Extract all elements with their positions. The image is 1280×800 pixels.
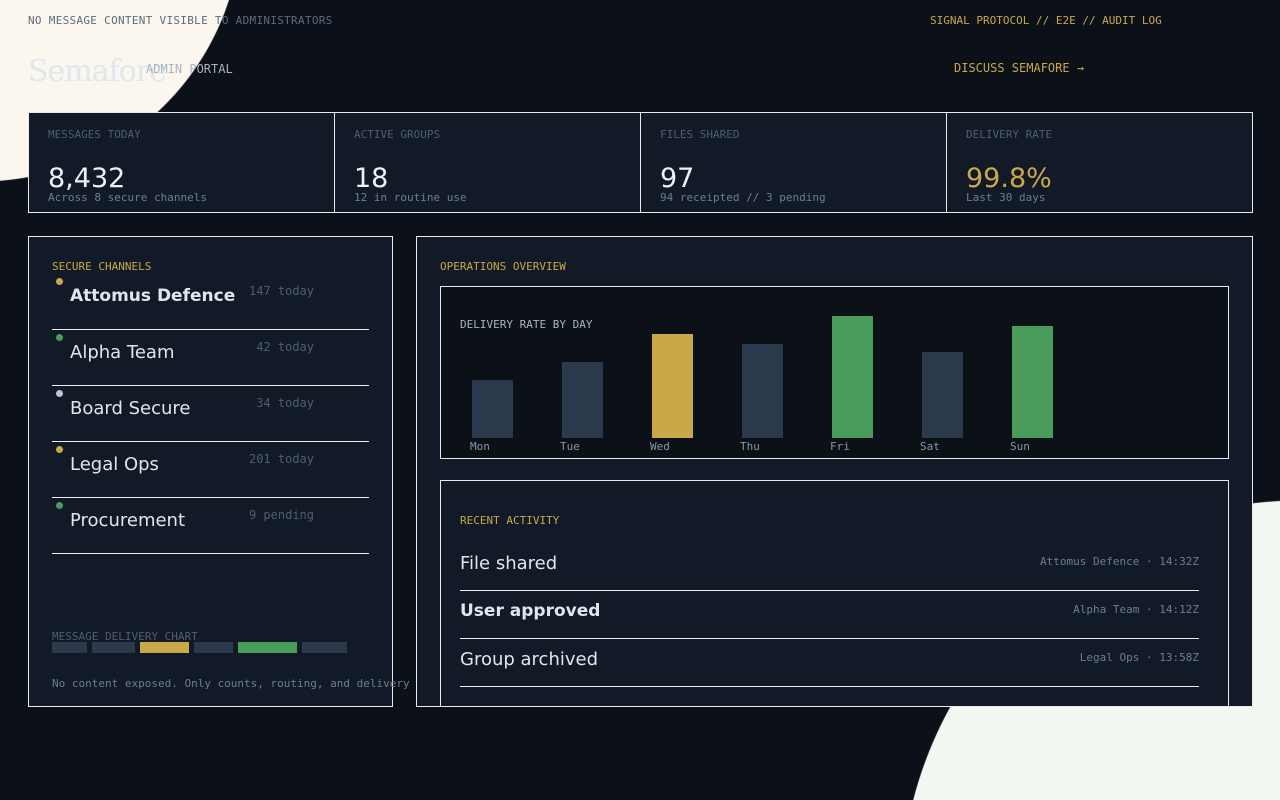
chart-bar-sat (922, 352, 963, 438)
channel-name: Legal Ops (70, 454, 159, 475)
channel-item[interactable]: Procurement 9 pending (52, 498, 369, 554)
stat-value: 18 (354, 163, 389, 194)
mini-chart-label: MESSAGE DELIVERY CHART (52, 630, 198, 643)
status-dot-icon (56, 278, 63, 285)
stat-delivery: DELIVERY RATE 99.8% Last 30 days (947, 113, 1252, 212)
stat-messages: MESSAGES TODAY 8,432 Across 8 secure chann… (29, 113, 335, 212)
chart-x-label: Tue (560, 440, 580, 453)
chart-x-label: Fri (830, 440, 850, 453)
stat-value: 97 (660, 163, 695, 194)
activity-meta: Attomus Defence · 14:32Z (1040, 555, 1199, 568)
stat-sub: 94 receipted // 3 pending (660, 191, 826, 204)
activity-event: User approved (460, 601, 601, 621)
status-dot-icon (56, 446, 63, 453)
channel-count: 147 today (248, 284, 314, 298)
activity-event: Group archived (460, 649, 599, 670)
chart-x-label: Thu (740, 440, 760, 453)
activity-panel (440, 480, 1229, 707)
chart-x-label: Mon (470, 440, 490, 453)
stat-sub: Across 8 secure channels (48, 191, 207, 204)
mini-chart-segment (302, 642, 347, 653)
channels-title: SECURE CHANNELS (52, 260, 152, 273)
status-dot-icon (56, 334, 63, 341)
activity-event: File shared (460, 553, 558, 574)
chart-bar-tue (562, 362, 603, 438)
mini-chart-segment (92, 642, 135, 653)
logo: Semafore (28, 54, 167, 89)
stat-label: DELIVERY RATE (966, 128, 1053, 141)
chart-bar-fri (832, 316, 873, 438)
activity-item[interactable]: User approved Alpha Team · 14:12Z (460, 591, 1199, 639)
mini-chart-segment (194, 642, 233, 653)
channel-count: 42 today (256, 340, 314, 354)
chart-bar-thu (742, 344, 783, 438)
chart-bar-sun (1012, 326, 1053, 438)
stat-value: 99.8% (966, 163, 1052, 194)
chart-x-label: Wed (650, 440, 670, 453)
portal-label: ADMIN PORTAL (146, 62, 233, 76)
chart-title: DELIVERY RATE BY DAY (460, 318, 593, 331)
activity-title: RECENT ACTIVITY (460, 514, 560, 527)
footnote: No content exposed. Only counts, routing… (52, 677, 423, 690)
mini-chart-segment (52, 642, 87, 653)
stat-label: MESSAGES TODAY (48, 128, 141, 141)
activity-item[interactable]: File shared Attomus Defence · 14:32Z (460, 543, 1199, 591)
channel-name: Attomus Defence (70, 286, 236, 306)
channel-item[interactable]: Alpha Team 42 today (52, 330, 369, 386)
channel-name: Procurement (70, 510, 186, 531)
stats-bar: MESSAGES TODAY 8,432 Across 8 secure chann… (28, 112, 1253, 213)
audit-log-link[interactable]: SIGNAL PROTOCOL // E2E // AUDIT LOG (930, 14, 1162, 27)
activity-item[interactable]: Group archived Legal Ops · 13:58Z (460, 639, 1199, 687)
stat-groups: ACTIVE GROUPS 18 12 in routine use (335, 113, 641, 212)
channel-count: 201 today (248, 452, 314, 466)
privacy-notice: NO MESSAGE CONTENT VISIBLE TO ADMINISTRA… (28, 14, 333, 27)
chart-bar-mon (472, 380, 513, 438)
activity-meta: Alpha Team · 14:12Z (1073, 603, 1199, 616)
status-dot-icon (56, 390, 63, 397)
mini-chart-segment (238, 642, 297, 653)
chart-x-label: Sat (920, 440, 940, 453)
channel-item[interactable]: Attomus Defence 147 today (52, 274, 369, 330)
stat-sub: 12 in routine use (354, 191, 467, 204)
chart-x-label: Sun (1010, 440, 1030, 453)
channel-count: 9 pending (248, 508, 314, 522)
channel-name: Board Secure (70, 398, 191, 419)
mini-chart-segment (140, 642, 189, 653)
activity-meta: Legal Ops · 13:58Z (1079, 651, 1199, 664)
stat-label: FILES SHARED (660, 128, 740, 141)
stat-label: ACTIVE GROUPS (354, 128, 441, 141)
stat-files: FILES SHARED 97 94 receipted // 3 pending (641, 113, 947, 212)
channel-item[interactable]: Legal Ops 201 today (52, 442, 369, 498)
channel-name: Alpha Team (70, 342, 175, 363)
overview-title: OPERATIONS OVERVIEW (440, 260, 566, 273)
stat-value: 8,432 (48, 163, 126, 194)
channel-count: 34 today (256, 396, 314, 410)
status-dot-icon (56, 502, 63, 509)
discuss-link[interactable]: DISCUSS SEMAFORE → (954, 61, 1085, 75)
channel-item[interactable]: Board Secure 34 today (52, 386, 369, 442)
stat-sub: Last 30 days (966, 191, 1046, 204)
chart-bar-wed (652, 334, 693, 438)
channels-panel (28, 236, 393, 707)
